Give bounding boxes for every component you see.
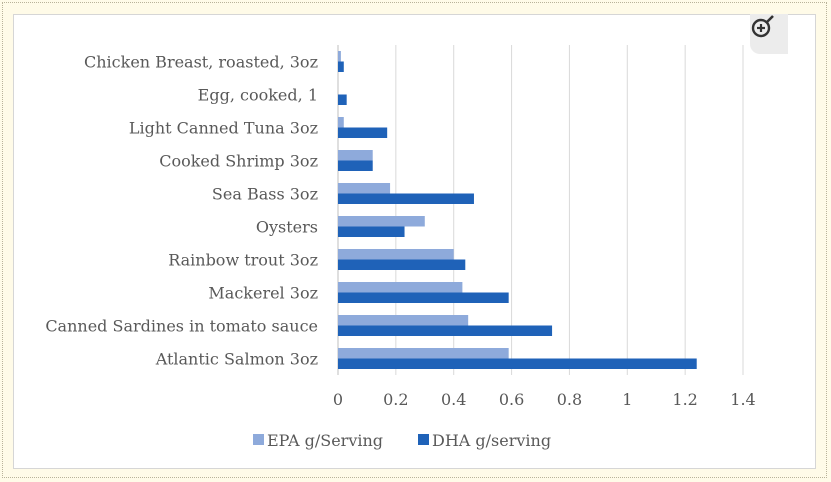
- bar-epa: [338, 51, 341, 62]
- category-label: Canned Sardines in tomato sauce: [45, 317, 318, 336]
- bar-epa: [338, 348, 509, 359]
- bar-dha: [338, 226, 405, 237]
- bar-epa: [338, 117, 344, 128]
- bar-epa: [338, 216, 425, 227]
- category-label: Egg, cooked, 1: [198, 86, 318, 105]
- category-label: Atlantic Salmon 3oz: [155, 350, 318, 369]
- bar-dha: [338, 94, 347, 105]
- category-label: Cooked Shrimp 3oz: [159, 152, 318, 171]
- x-tick-label: 1: [622, 390, 632, 409]
- bar-epa: [338, 183, 391, 194]
- category-label: Chicken Breast, roasted, 3oz: [84, 53, 318, 72]
- zoom-in-icon: [751, 15, 774, 38]
- x-tick-labels: 0 0.2 0.4 0.6 0.8 1 1.2 1.4: [333, 390, 756, 409]
- bar-dha: [338, 193, 474, 204]
- bar-dha: [338, 127, 388, 138]
- bar-dha: [338, 358, 697, 369]
- x-tick-label: 0.4: [441, 390, 466, 409]
- bar-dha: [338, 61, 344, 72]
- legend-label-epa: EPA g/Serving: [267, 431, 383, 450]
- x-tick-label: 0.2: [383, 390, 408, 409]
- bar-epa: [338, 315, 469, 326]
- category-label: Sea Bass 3oz: [212, 185, 318, 204]
- x-tick-label: 0.8: [557, 390, 582, 409]
- x-tick-label: 1.2: [672, 390, 697, 409]
- chart-card: [13, 14, 816, 469]
- x-tick-label: 0.6: [499, 390, 524, 409]
- legend-label-dha: DHA g/serving: [432, 431, 551, 450]
- category-label: Rainbow trout 3oz: [168, 251, 318, 270]
- category-labels: Atlantic Salmon 3oz Canned Sardines in to…: [45, 53, 318, 369]
- bar-epa: [338, 150, 373, 161]
- zoom-button[interactable]: [750, 14, 788, 54]
- legend-swatch-epa: [253, 434, 264, 445]
- bar-dha: [338, 259, 466, 270]
- bar-dha: [338, 292, 509, 303]
- category-label: Light Canned Tuna 3oz: [129, 119, 318, 138]
- category-label: Oysters: [256, 218, 318, 237]
- bar-epa: [338, 282, 463, 293]
- category-label: Mackerel 3oz: [208, 284, 318, 303]
- legend: EPA g/Serving DHA g/serving: [253, 431, 551, 450]
- bars: [338, 51, 697, 369]
- bar-epa: [338, 249, 454, 260]
- bar-dha: [338, 160, 373, 171]
- legend-swatch-dha: [418, 434, 429, 445]
- x-tick-label: 1.4: [730, 390, 755, 409]
- bar-dha: [338, 325, 553, 336]
- x-tick-label: 0: [333, 390, 343, 409]
